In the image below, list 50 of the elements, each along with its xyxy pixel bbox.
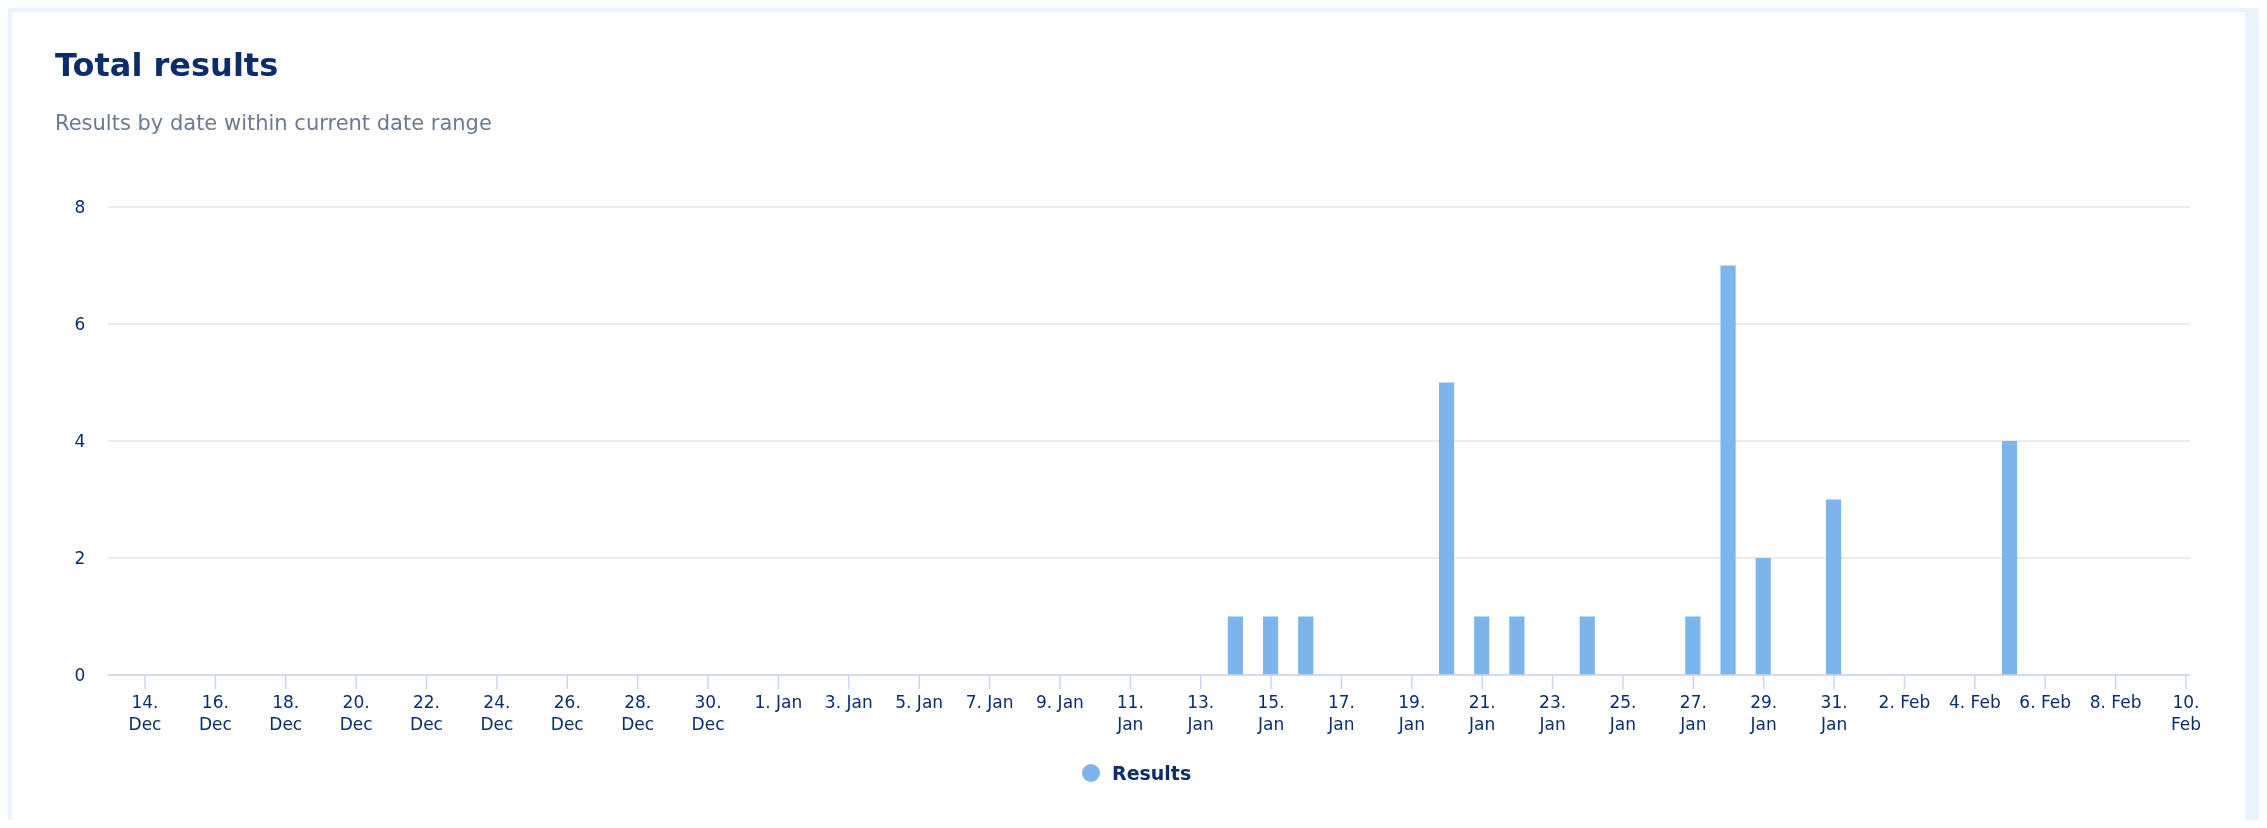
x-tick-label: 6. Feb — [2019, 692, 2072, 712]
x-tick-label: 2. Feb — [1878, 692, 1931, 712]
bar — [2001, 441, 2018, 675]
x-tick-label: 27. Jan — [1679, 692, 1707, 734]
bar — [1720, 265, 1736, 675]
x-tick-label: 4. Feb — [1948, 692, 2001, 712]
bar — [1438, 382, 1455, 675]
y-tick-label: 4 — [74, 430, 86, 451]
x-tick-label: 23. Jan — [1538, 692, 1567, 734]
y-tick-label: 0 — [74, 664, 86, 685]
bar — [1685, 616, 1701, 675]
x-tick-label: 15. Jan — [1256, 692, 1285, 734]
x-tick-label: 25. Jan — [1608, 692, 1637, 734]
x-tick-label: 5. Jan — [895, 692, 944, 712]
bar — [1227, 616, 1243, 675]
x-tick-label: 22. Dec — [410, 692, 443, 734]
y-tick-label: 6 — [74, 313, 86, 334]
x-tick-label: 8. Feb — [2089, 692, 2142, 712]
bar — [1474, 616, 1490, 675]
bar — [1509, 616, 1525, 675]
x-tick-label: 1. Jan — [754, 692, 803, 712]
bar — [1579, 616, 1595, 675]
x-tick-label: 30. Dec — [691, 692, 725, 734]
x-tick-label: 24. Dec — [480, 692, 514, 734]
x-tick-label: 29. Jan — [1749, 692, 1778, 734]
legend-label: Results — [1112, 761, 1192, 784]
x-tick-label: 26. Dec — [550, 692, 584, 734]
x-tick-label: 31. Jan — [1819, 692, 1848, 734]
x-tick-label: 19. Jan — [1397, 692, 1426, 734]
x-tick-label: 3. Jan — [824, 692, 873, 712]
x-tick-label: 17. Jan — [1327, 692, 1355, 734]
x-tick-label: 28. Dec — [621, 692, 655, 734]
x-tick-label: 13. Jan — [1186, 692, 1215, 734]
bar — [1298, 616, 1314, 675]
x-tick-label: 16. Dec — [198, 692, 232, 734]
chart-subtitle: Results by date within current date range — [55, 111, 492, 135]
x-tick-label: 11. Jan — [1116, 692, 1144, 734]
bar — [1826, 499, 1842, 675]
x-tick-label: 14. Dec — [128, 692, 162, 734]
x-tick-label: 21. Jan — [1468, 692, 1496, 734]
x-tick-label: 7. Jan — [965, 692, 1014, 712]
chart-title: Total results — [55, 46, 279, 84]
bar — [1755, 558, 1771, 675]
bar — [1262, 616, 1279, 675]
x-tick-label: 9. Jan — [1036, 692, 1084, 712]
x-tick-label: 20. Dec — [339, 692, 373, 734]
x-tick-label: 10. Feb — [2170, 692, 2202, 734]
y-tick-label: 8 — [74, 196, 86, 217]
x-tick-label: 18. Dec — [269, 692, 303, 734]
y-tick-label: 2 — [74, 547, 86, 568]
